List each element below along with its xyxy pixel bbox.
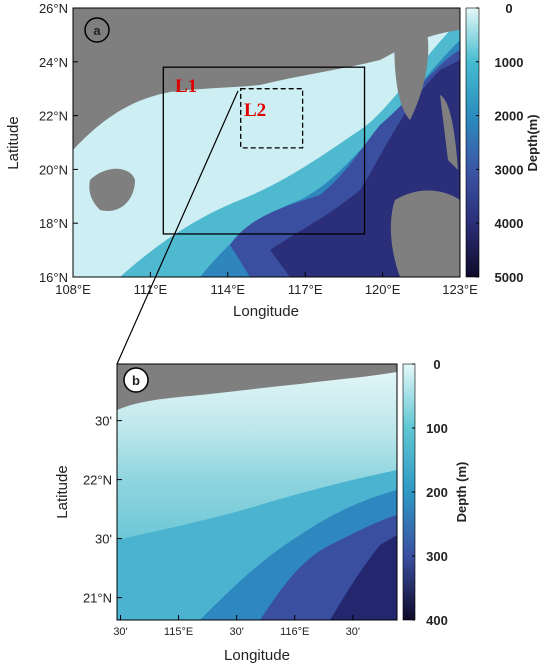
colorbar — [465, 7, 480, 278]
y-axis-label: Latitude — [5, 116, 22, 169]
zoom-line — [116, 90, 239, 365]
x-tick-label: 114°E — [210, 282, 245, 297]
colorbar-label: Depth(m) — [525, 114, 540, 171]
colorbar-tick-label: 1000 — [495, 55, 524, 70]
x-axis-label: Longitude — [224, 647, 290, 664]
x-tick-label: 115°E — [164, 626, 193, 638]
map-a-frame — [72, 7, 461, 278]
panel-marker — [123, 367, 149, 393]
y-tick-label: 30' — [95, 532, 112, 547]
y-tick-label: 16°N — [39, 270, 68, 285]
region-box — [240, 88, 304, 149]
y-tick-label: 26°N — [39, 1, 68, 16]
x-tick-label: 30' — [113, 626, 127, 638]
y-tick-label: 18°N — [39, 216, 68, 231]
x-tick-label: 30' — [229, 626, 243, 638]
x-axis-label: Longitude — [233, 303, 299, 320]
y-tick-label: 21°N — [83, 591, 112, 606]
y-tick-label: 22°N — [39, 109, 68, 124]
y-tick-label: 20°N — [39, 162, 68, 177]
colorbar-tick-label: 0 — [505, 1, 512, 16]
x-tick-label: 108°E — [55, 282, 91, 297]
region-label: L2 — [244, 100, 266, 121]
x-tick-label: 30' — [346, 626, 360, 638]
colorbar-tick-label: 3000 — [495, 162, 524, 177]
y-tick-label: 30' — [95, 414, 112, 429]
map-a — [73, 8, 460, 277]
colorbar-tick-label: 400 — [426, 613, 448, 628]
colorbar-tick-label: 300 — [426, 549, 448, 564]
x-tick-label: 117°E — [288, 282, 323, 297]
region-label: L1 — [175, 76, 197, 97]
colorbar-label: Depth (m) — [454, 462, 469, 523]
x-tick-label: 116°E — [280, 626, 309, 638]
y-tick-label: 22°N — [83, 473, 112, 488]
colorbar-tick-label: 0 — [433, 357, 440, 372]
x-tick-label: 120°E — [365, 282, 401, 297]
panel-marker — [84, 17, 110, 43]
region-box — [162, 66, 366, 235]
panel-label: a — [93, 23, 101, 38]
panel-label: b — [132, 373, 140, 388]
map-b-frame — [116, 363, 398, 621]
colorbar-tick-label: 200 — [426, 485, 448, 500]
x-tick-label: 111°E — [134, 282, 168, 297]
y-tick-label: 24°N — [39, 55, 68, 70]
colorbar-tick-label: 2000 — [495, 109, 524, 124]
colorbar-tick-label: 4000 — [495, 216, 524, 231]
map-b — [117, 364, 397, 620]
colorbar-tick-label: 100 — [426, 421, 448, 436]
x-tick-label: 123°E — [442, 282, 478, 297]
y-axis-label: Latitude — [54, 465, 71, 518]
colorbar-tick-label: 5000 — [495, 270, 524, 285]
